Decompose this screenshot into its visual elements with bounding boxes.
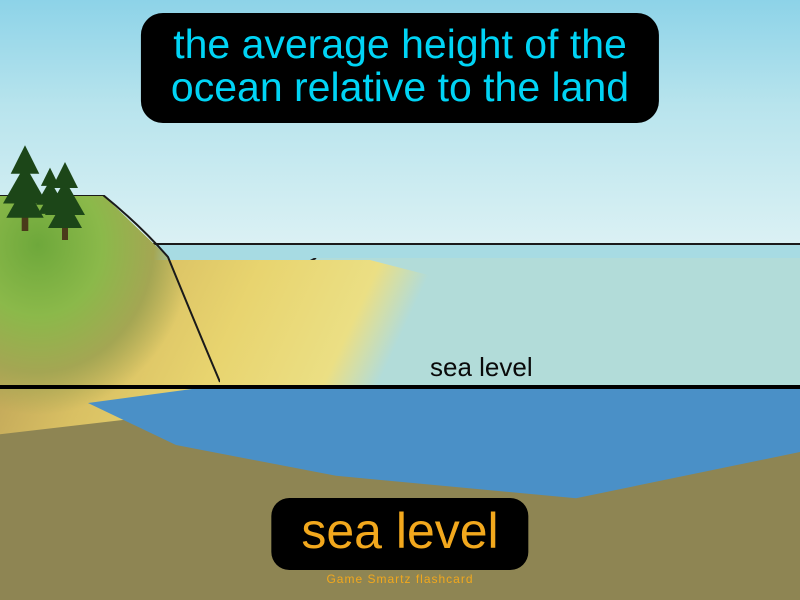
attribution-text: Game Smartz flashcard xyxy=(326,572,473,586)
term-text: sea level xyxy=(301,503,498,559)
diagram-label: sea level xyxy=(430,352,533,383)
tree-icon xyxy=(45,180,85,240)
sea-level-line xyxy=(0,385,800,389)
flashcard-canvas: sea level the average height of the ocea… xyxy=(0,0,800,600)
definition-box: the average height of the ocean relative… xyxy=(141,13,659,123)
definition-line-2: ocean relative to the land xyxy=(171,66,629,109)
term-box: sea level xyxy=(271,498,528,570)
definition-line-1: the average height of the xyxy=(171,23,629,66)
tree-icon xyxy=(3,165,47,231)
